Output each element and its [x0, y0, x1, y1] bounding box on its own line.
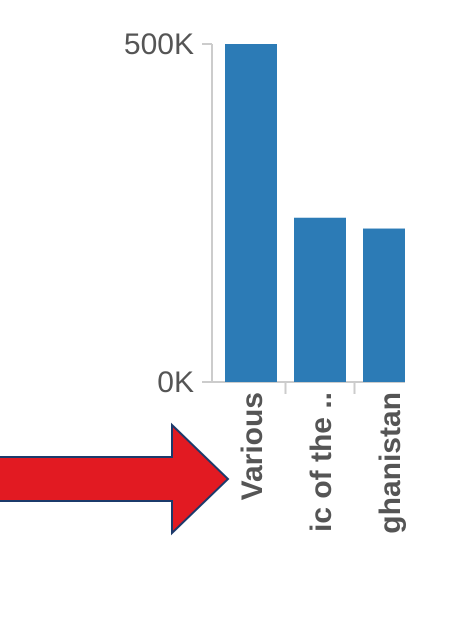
y-tick-label: 0K: [157, 366, 194, 399]
bar: [294, 217, 346, 382]
bar: [225, 44, 277, 382]
x-category-label: Various: [236, 392, 269, 500]
y-tick-label: 500K: [124, 28, 194, 61]
x-category-label: ghanistan: [374, 392, 407, 534]
x-category-label: ic of the ..: [305, 392, 338, 532]
bar: [363, 228, 405, 382]
red-arrow-icon: [0, 422, 230, 536]
